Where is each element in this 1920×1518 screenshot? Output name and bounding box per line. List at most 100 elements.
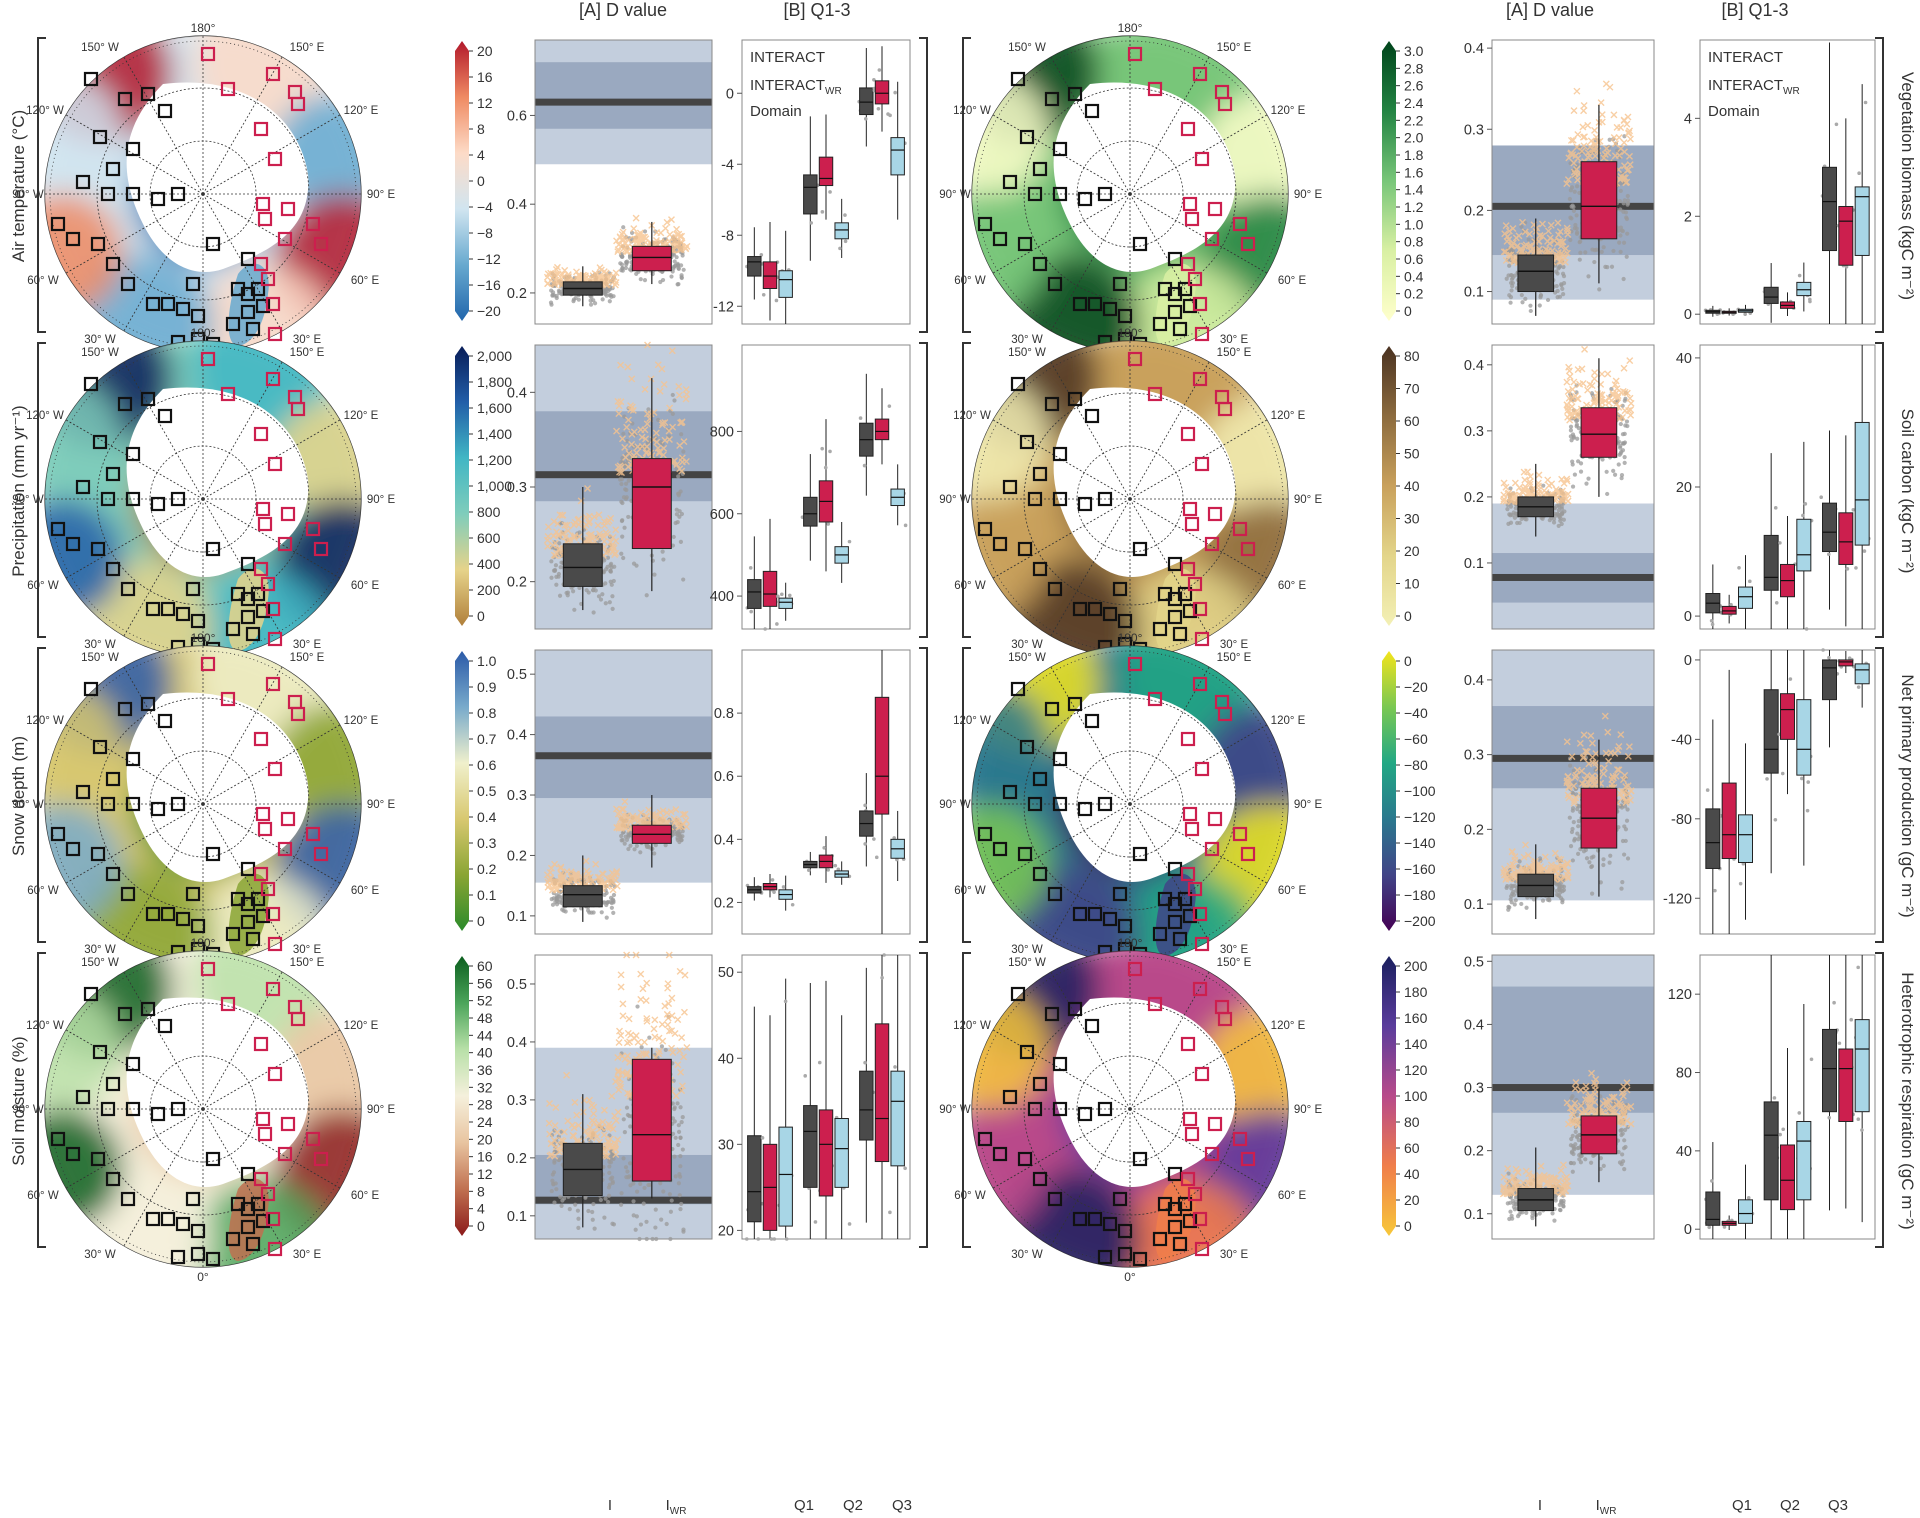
- cross-mark: [613, 427, 621, 435]
- site-interact: [1167, 304, 1183, 320]
- site-interact: [977, 521, 993, 537]
- scatter-IWR: [1589, 391, 1595, 396]
- scatter-I: [604, 286, 610, 292]
- scatter-I: [1519, 901, 1524, 907]
- scatter-IWR: [1574, 213, 1579, 218]
- cross-mark: [1611, 393, 1619, 401]
- scatter-IWR: [1618, 249, 1623, 254]
- site-markers: [50, 961, 329, 1267]
- site-interact: [185, 276, 201, 292]
- scatter-IWR: [1625, 807, 1630, 812]
- legend-domain: Domain: [1708, 103, 1760, 120]
- cross-mark: [557, 874, 565, 882]
- scatter-IWR: [1591, 854, 1596, 859]
- site-interact-wr: [277, 536, 293, 552]
- map-label-90w: 90° W: [12, 189, 44, 201]
- site-interact-wr: [1240, 541, 1256, 557]
- q-box-Domain: [1796, 281, 1812, 297]
- cross-mark: [1502, 256, 1510, 264]
- box-IWR-box: [631, 245, 672, 272]
- site-interact: [1177, 586, 1193, 602]
- map-label-30e: 30° E: [293, 639, 322, 651]
- site-interact-wr: [313, 1151, 329, 1167]
- cross-mark: [629, 812, 637, 820]
- site-interact-wr: [1207, 506, 1223, 522]
- cross-mark: [1525, 488, 1533, 496]
- q-point: [790, 902, 795, 907]
- site-interact: [170, 186, 186, 202]
- site-markers: [977, 46, 1256, 352]
- q-point: [1845, 567, 1850, 571]
- scatter-I: [611, 1222, 617, 1227]
- scatter-IWR: [1572, 189, 1577, 194]
- scatter-IWR: [1572, 472, 1578, 477]
- colorbar-bar: [1382, 41, 1396, 321]
- map-label-90e: 90° E: [1294, 189, 1323, 201]
- map-label-120e: 120° E: [1271, 410, 1306, 422]
- q-point: [838, 246, 842, 251]
- site-interact: [1017, 846, 1033, 862]
- cross-mark: [1538, 489, 1546, 497]
- map-label-150e: 150° E: [1217, 652, 1252, 664]
- colorbar-tick-label: 16: [477, 69, 493, 85]
- cross-mark: [1601, 397, 1609, 405]
- scatter-I: [592, 1226, 597, 1231]
- cross-mark: [561, 266, 569, 274]
- scatter-IWR: [619, 833, 624, 839]
- cross-mark: [1625, 406, 1633, 414]
- cross-mark: [594, 521, 602, 529]
- site-interact: [255, 298, 271, 314]
- cross-mark: [1574, 366, 1582, 374]
- colorbar-tick-label: 1.8: [1404, 147, 1424, 163]
- scatter-IWR: [1584, 856, 1590, 861]
- cross-mark: [651, 816, 659, 824]
- site-interact: [1067, 696, 1083, 712]
- scatter-IWR: [623, 481, 629, 486]
- map-label-150e: 150° E: [290, 42, 325, 54]
- scatter-IWR: [1583, 250, 1588, 255]
- scatter-IWR: [624, 259, 630, 264]
- cross-mark: [601, 522, 609, 530]
- scatter-I: [1556, 508, 1561, 513]
- q-box-IWR: [874, 418, 890, 441]
- site-interact: [140, 86, 156, 102]
- cross-mark: [1557, 856, 1565, 864]
- scatter-I: [598, 597, 604, 602]
- scatter-I: [591, 610, 596, 615]
- site-interact: [117, 396, 133, 412]
- site-interact: [170, 796, 186, 812]
- cross-mark: [673, 225, 681, 233]
- cross-mark: [1519, 218, 1527, 226]
- land-blob: [45, 1109, 123, 1229]
- scatter-I: [611, 578, 616, 584]
- map-label-120e: 120° E: [344, 410, 379, 422]
- axis-frame: [741, 649, 911, 935]
- scatter-IWR: [1590, 247, 1595, 252]
- scatter-IWR: [1574, 184, 1580, 189]
- q-box-I: [1822, 502, 1837, 553]
- scatter-I: [1561, 887, 1567, 893]
- colorbar-tick-label: 70: [1404, 381, 1420, 397]
- site-interact: [1047, 581, 1063, 597]
- scatter-IWR: [1572, 226, 1577, 231]
- bracket-left: [962, 342, 971, 638]
- scatter-I: [1556, 523, 1561, 529]
- site-interact: [105, 771, 121, 787]
- cross-mark: [1535, 245, 1543, 253]
- scatter-I: [611, 910, 616, 915]
- q-point: [833, 863, 838, 868]
- cross-mark: [676, 465, 684, 473]
- q-point: [775, 622, 779, 626]
- map-label-60w: 60° W: [27, 580, 59, 592]
- site-interact-wr: [290, 96, 306, 112]
- site-interact-wr: [277, 841, 293, 857]
- axis-frame: [1491, 39, 1655, 325]
- site-interact-wr: [1204, 536, 1220, 552]
- scatter-I: [1540, 516, 1545, 521]
- cross-mark: [563, 868, 571, 876]
- site-interact: [1177, 891, 1193, 907]
- scatter-I: [608, 561, 614, 566]
- site-interact: [1152, 621, 1168, 637]
- site-interact-wr: [1240, 236, 1256, 252]
- q-point: [863, 803, 867, 808]
